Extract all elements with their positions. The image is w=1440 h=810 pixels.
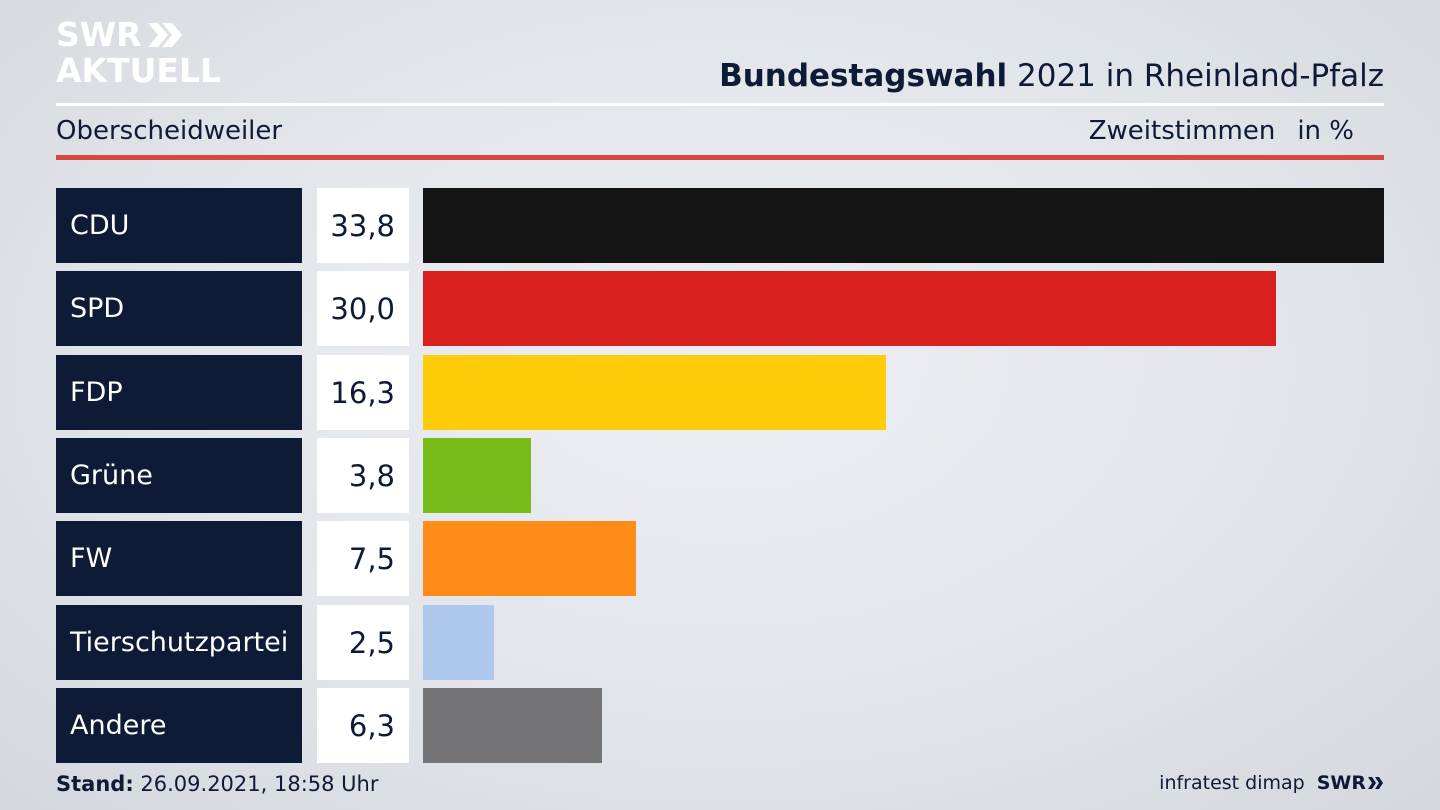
party-label: Tierschutzpartei xyxy=(56,605,302,680)
source-credits: infratest dimap SWR xyxy=(1159,772,1384,794)
page-title: Bundestagswahl 2021 in Rheinland-Pfalz xyxy=(719,58,1384,94)
location-label: Oberscheidweiler xyxy=(56,116,283,146)
unit-label: in % xyxy=(1297,116,1354,146)
party-label: Grüne xyxy=(56,438,302,513)
party-label: FW xyxy=(56,521,302,596)
title-bold: Bundestagswahl xyxy=(719,58,1008,94)
value-label: 16,3 xyxy=(317,355,409,430)
swr-aktuell-logo: SWR AKTUELL xyxy=(56,18,221,87)
value-label: 33,8 xyxy=(317,188,409,263)
double-chevron-icon xyxy=(1368,777,1383,789)
timestamp: Stand: 26.09.2021, 18:58 Uhr xyxy=(56,772,379,796)
value-label: 30,0 xyxy=(317,271,409,346)
value-label: 2,5 xyxy=(317,605,409,680)
bar xyxy=(423,355,886,430)
logo-aktuell-text: AKTUELL xyxy=(56,51,222,90)
party-label: Andere xyxy=(56,688,302,763)
bar xyxy=(423,438,531,513)
double-chevron-icon xyxy=(147,22,182,47)
swr-brand: SWR xyxy=(1317,772,1384,794)
bar xyxy=(423,271,1276,346)
metric-header: Zweitstimmen in % xyxy=(1089,116,1354,146)
value-label: 3,8 xyxy=(317,438,409,513)
bar xyxy=(423,605,494,680)
logo-swr-text: SWR xyxy=(56,15,142,54)
party-label: CDU xyxy=(56,188,302,263)
accent-divider xyxy=(56,155,1384,160)
bar xyxy=(423,188,1384,263)
header-divider xyxy=(56,103,1384,106)
bar xyxy=(423,521,636,596)
bar xyxy=(423,688,602,763)
value-label: 6,3 xyxy=(317,688,409,763)
metric-label: Zweitstimmen xyxy=(1088,116,1276,146)
stand-value: 26.09.2021, 18:58 Uhr xyxy=(133,772,379,796)
stand-label: Stand: xyxy=(56,772,134,796)
value-label: 7,5 xyxy=(317,521,409,596)
party-label: SPD xyxy=(56,271,302,346)
title-rest: 2021 in Rheinland-Pfalz xyxy=(1007,58,1384,94)
party-label: FDP xyxy=(56,355,302,430)
brand-text: SWR xyxy=(1316,772,1366,794)
source-label: infratest dimap xyxy=(1159,772,1305,794)
